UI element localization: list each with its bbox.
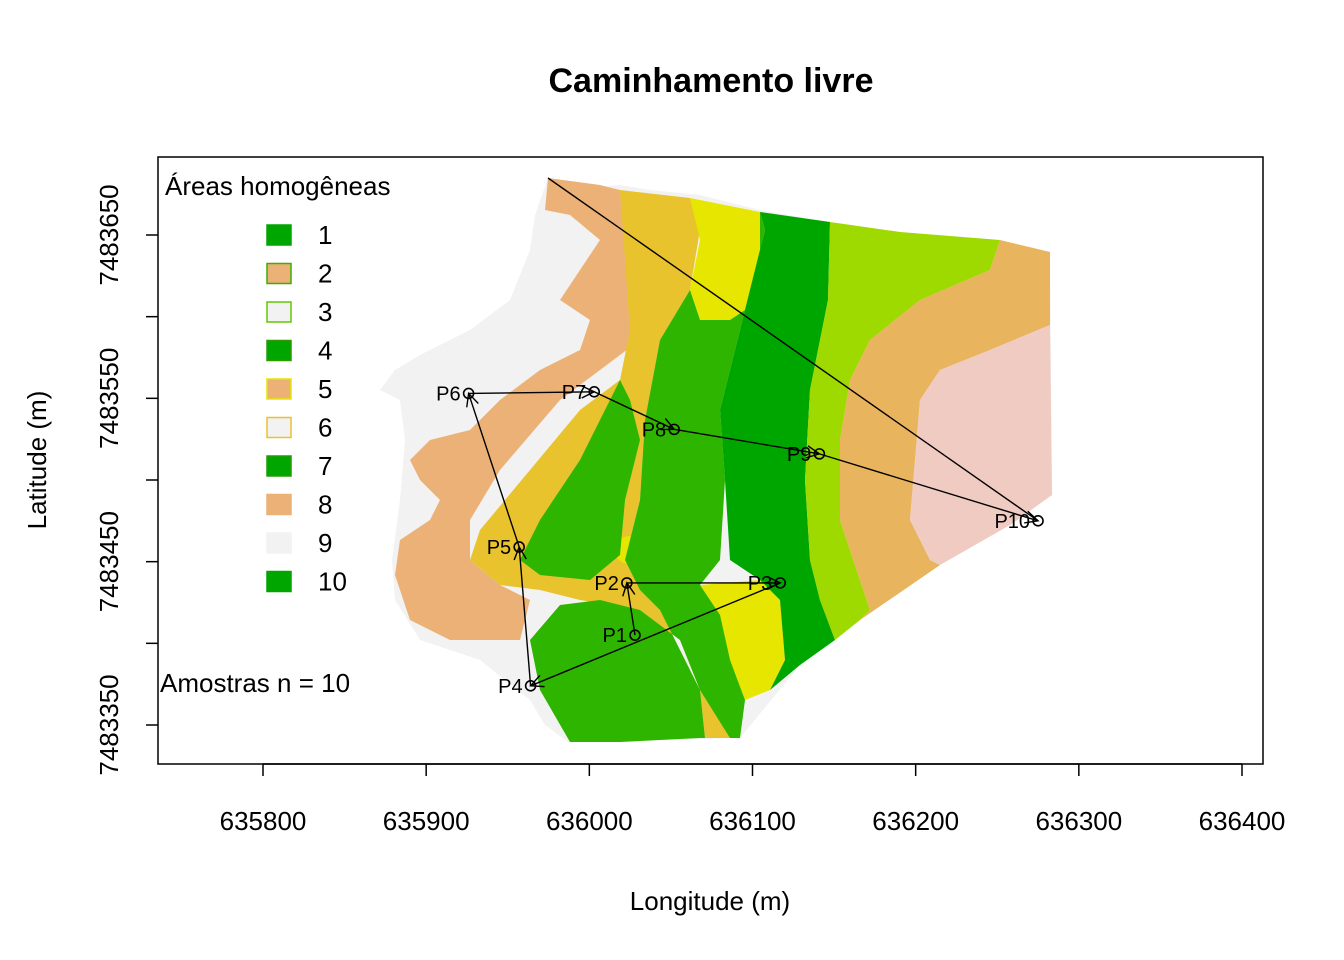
zone-green-left	[520, 380, 640, 580]
sample-point	[668, 423, 680, 436]
y-tick-label: 7483650	[94, 184, 124, 285]
legend-label: 3	[318, 297, 332, 327]
legend-label: 6	[318, 413, 332, 443]
y-tick-label: 7483350	[94, 674, 124, 775]
sample-point-label: P3	[748, 573, 772, 595]
x-tick-label: 636000	[546, 806, 633, 836]
sample-point-label: P6	[436, 383, 460, 405]
sample-point	[462, 387, 475, 400]
x-axis: 635800 635900 636000 636100 636200 636300 6364…	[220, 763, 1286, 836]
legend-label: 5	[318, 374, 332, 404]
x-tick-label: 636400	[1199, 806, 1286, 836]
legend-swatch	[266, 570, 292, 593]
legend: 1 2 3 4 5 6 7 8 9 10	[266, 220, 347, 597]
sample-point-label: P2	[594, 573, 618, 595]
y-axis: 7483350 7483450 7483550 7483650	[94, 184, 158, 776]
route-segment	[530, 582, 781, 687]
extra-line-layer	[547, 177, 1039, 522]
legend-swatch	[266, 532, 292, 554]
legend-swatch	[266, 301, 292, 323]
sample-point	[621, 577, 633, 589]
route-segment	[819, 453, 1039, 522]
legend-label: 1	[318, 220, 332, 250]
sample-point	[588, 385, 601, 398]
route-segment	[467, 393, 520, 548]
legend-title: Áreas homogêneas	[165, 171, 390, 201]
zone-yellow-bottom	[700, 580, 785, 700]
y-tick-label: 7483550	[94, 348, 124, 449]
zone-midgreen-area	[530, 212, 765, 742]
legend-label: 8	[318, 490, 332, 520]
map-title: Caminhamento livre	[549, 62, 874, 100]
sample-point	[629, 629, 641, 641]
sample-point-label: P8	[642, 419, 666, 441]
x-tick-label: 636300	[1035, 806, 1122, 836]
sample-point-label: P4	[498, 676, 522, 698]
sample-point	[513, 541, 525, 553]
x-tick-label: 635900	[383, 806, 470, 836]
legend-label: 9	[318, 528, 332, 558]
legend-swatch	[266, 224, 292, 246]
zone-lightgreen-area	[805, 222, 1000, 640]
zone-darkgreen-strip	[720, 212, 835, 690]
x-tick-label: 635800	[220, 806, 307, 836]
route-segment	[593, 391, 675, 431]
y-tick-label: 7483450	[94, 511, 124, 612]
legend-swatch	[266, 262, 292, 285]
route-segment	[518, 546, 532, 686]
x-tick-label: 636100	[709, 806, 796, 836]
legend-swatch	[266, 339, 292, 362]
sample-point-label: P1	[603, 625, 627, 647]
route-layer: P1 P2 P3 P4 P5 P6 P7 P8 P9 P10	[436, 382, 1044, 698]
x-axis-label: Longitude (m)	[630, 886, 790, 916]
legend-swatch	[266, 416, 292, 439]
sample-point	[774, 577, 787, 589]
sample-point-label: P5	[487, 537, 511, 559]
route-segment	[674, 428, 820, 455]
legend-swatch	[266, 378, 292, 400]
legend-label: 4	[318, 336, 332, 366]
sample-point	[813, 448, 826, 460]
route-segment	[468, 391, 595, 395]
sample-count-note: Amostras n = 10	[160, 668, 350, 698]
x-tick-label: 636200	[872, 806, 959, 836]
sample-point-label: P9	[787, 444, 811, 466]
homogeneous-zones-raster	[380, 178, 1052, 742]
sample-point-label: P10	[994, 511, 1030, 533]
legend-swatch	[266, 493, 292, 516]
zone-orange-area	[840, 240, 1050, 620]
boundary-diagonal-line	[547, 177, 1039, 522]
legend-label: 7	[318, 451, 332, 481]
sample-point-label: P7	[562, 382, 586, 404]
y-axis-label: Latitude (m)	[22, 391, 52, 530]
sample-point	[524, 679, 537, 692]
zone-yellow-top	[690, 198, 765, 320]
legend-label: 10	[318, 567, 347, 597]
legend-swatch	[266, 455, 292, 477]
route-segment	[626, 582, 636, 636]
zone-tan-area	[395, 178, 640, 640]
sample-point	[1032, 515, 1044, 527]
legend-label: 2	[318, 259, 332, 289]
